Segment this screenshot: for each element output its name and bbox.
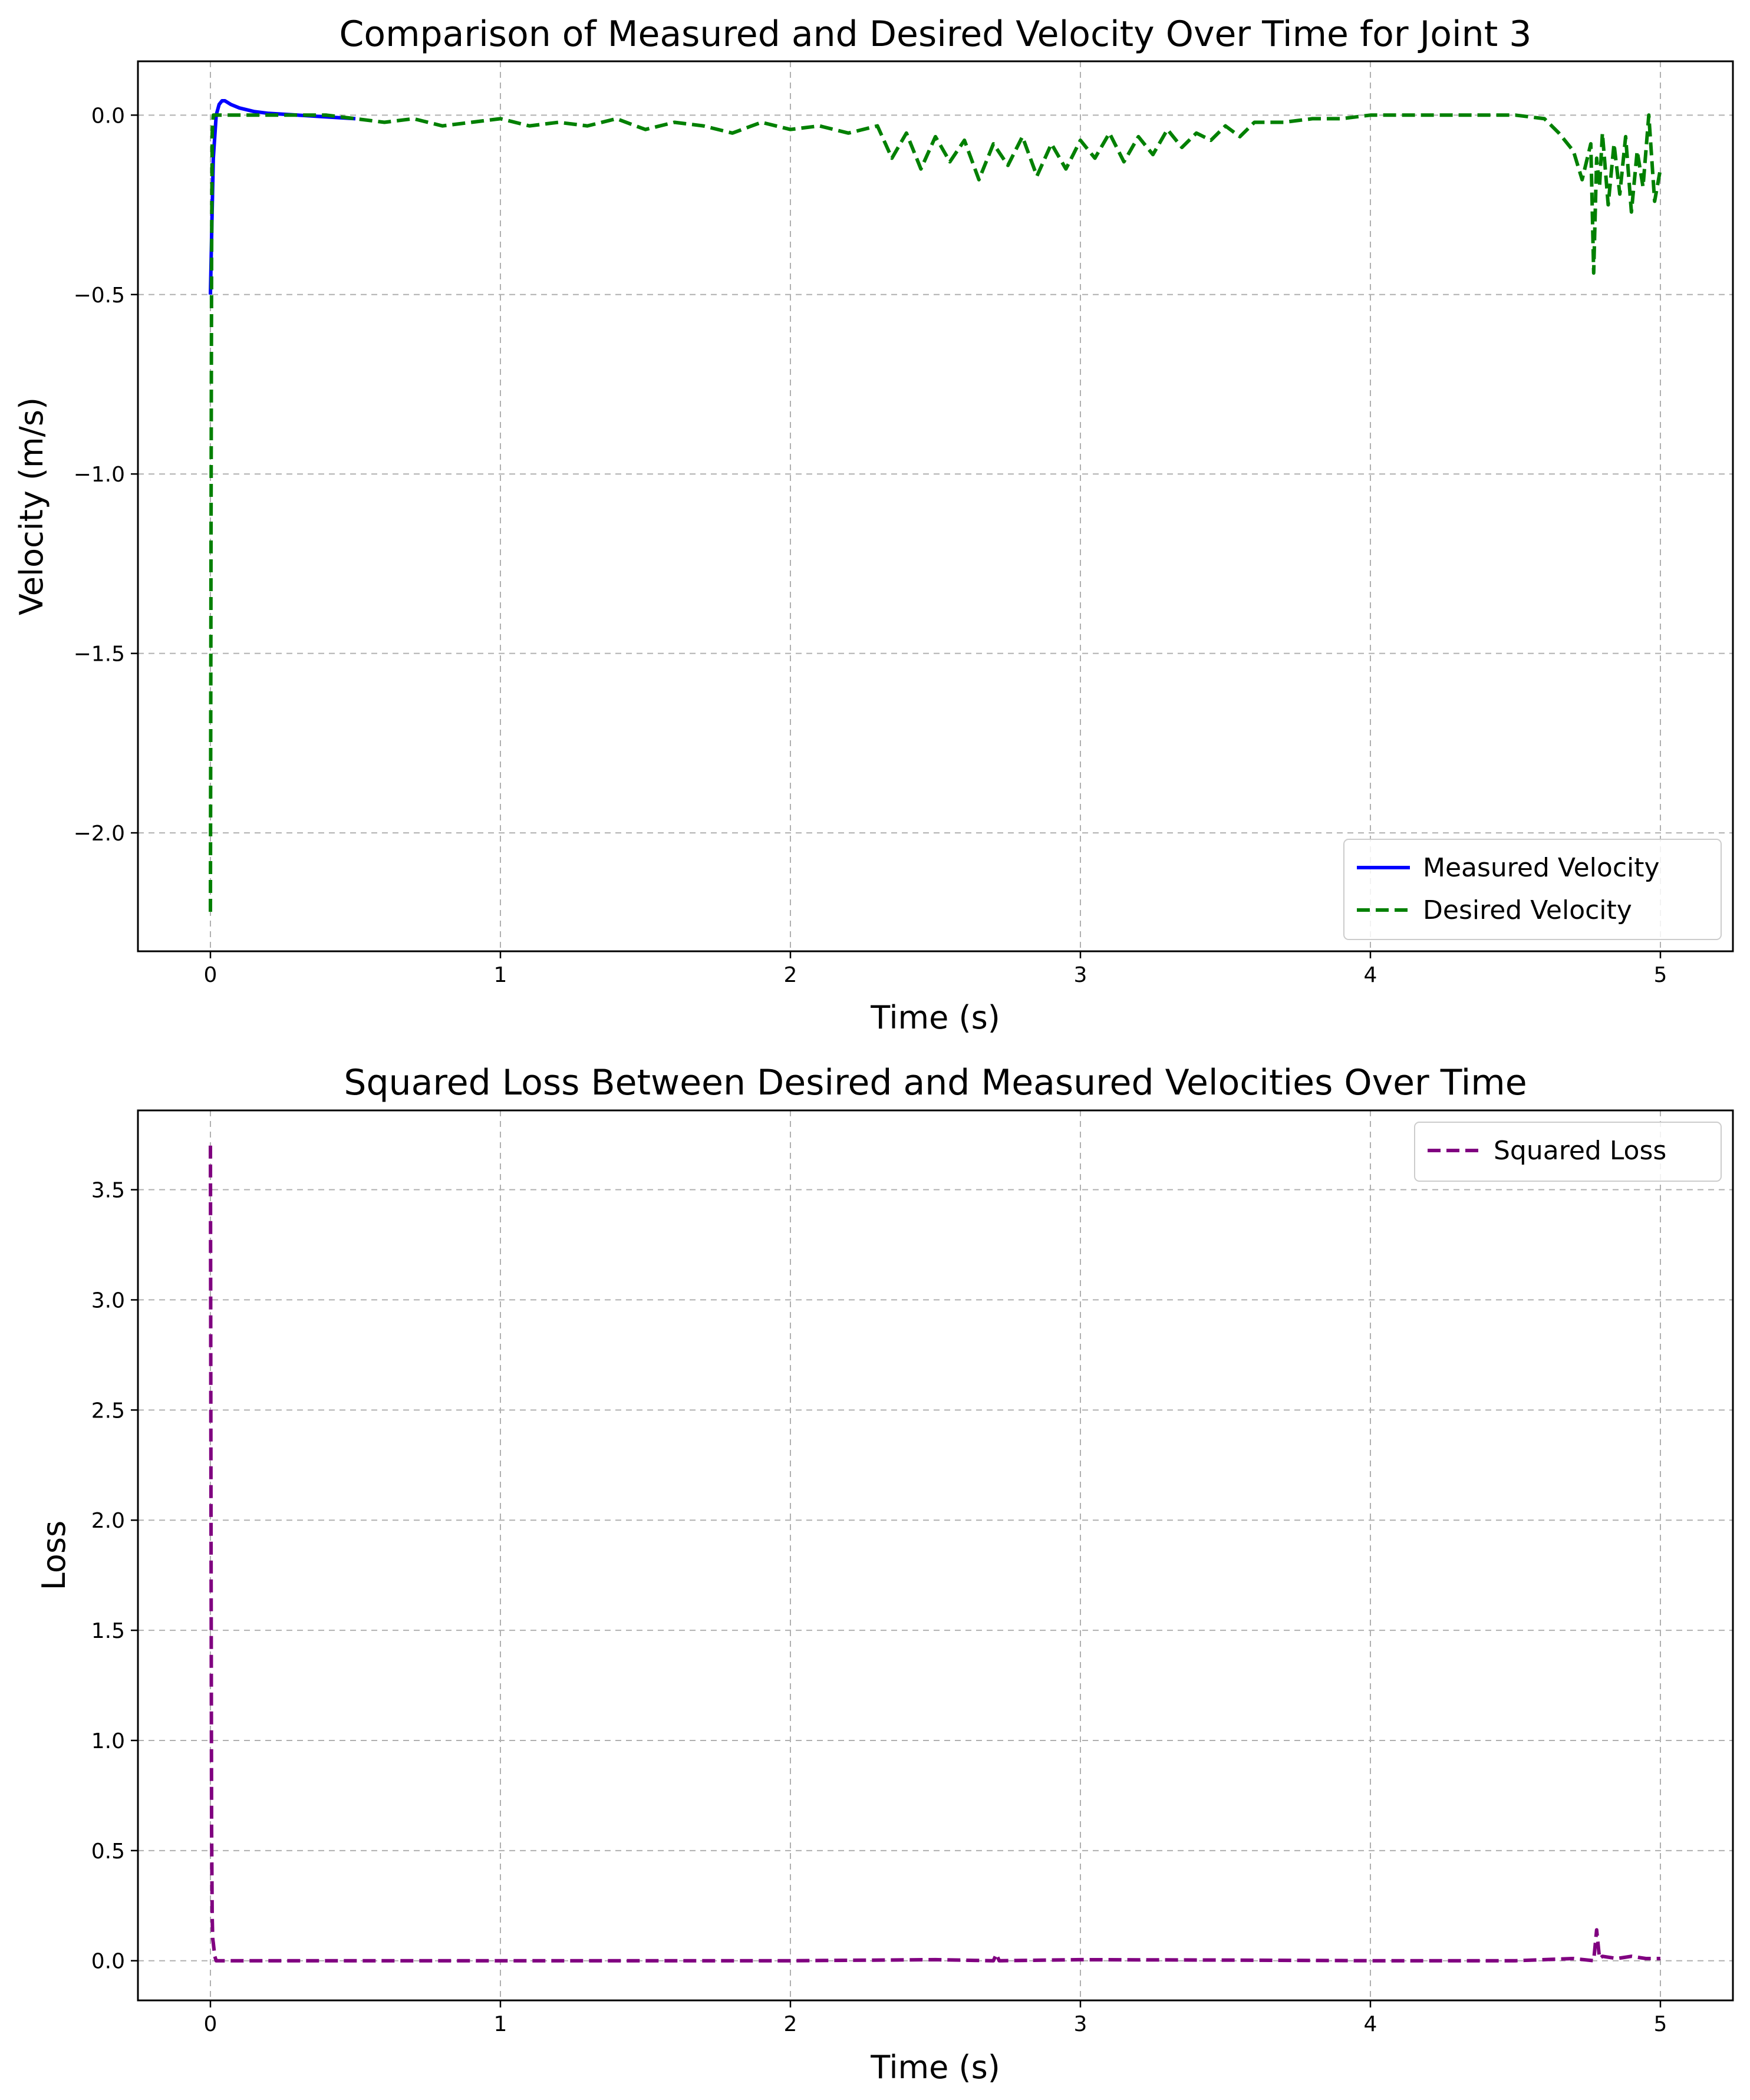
loss-chart-plot-frame <box>137 1109 1734 2002</box>
loss-chart-y-axis-label: Loss <box>35 1521 72 1590</box>
velocity-chart-y-tick-label: −1.0 <box>74 463 125 487</box>
velocity-chart-series-line-1 <box>209 113 1662 912</box>
loss-chart-y-tick-label: 0.5 <box>91 1839 125 1864</box>
velocity-chart-x-tick-label: 2 <box>784 963 797 987</box>
velocity-chart-legend: Measured Velocity Desired Velocity <box>1343 839 1722 940</box>
loss-chart-legend: Squared Loss <box>1414 1122 1722 1182</box>
loss-chart-y-tick-label: 3.0 <box>91 1288 125 1313</box>
loss-chart-x-axis-label: Time (s) <box>870 2049 1000 2086</box>
loss-chart-series-line-0 <box>209 1145 1660 1963</box>
loss-chart-y-tick-label: 2.5 <box>91 1399 125 1423</box>
velocity-chart-y-axis-label: Velocity (m/s) <box>13 397 50 615</box>
velocity-chart-y-tick-label: 0.0 <box>91 104 125 128</box>
velocity-chart-title: Comparison of Measured and Desired Veloc… <box>340 14 1532 55</box>
loss-chart: Squared Loss Between Desired and Measure… <box>35 1062 1734 2086</box>
velocity-chart-x-axis-label: Time (s) <box>870 999 1000 1036</box>
loss-chart-grid <box>138 1110 1733 2000</box>
velocity-chart: Comparison of Measured and Desired Veloc… <box>13 14 1734 1036</box>
velocity-chart-ticks: 0 1 2 3 4 5 0.0 −0.5 −1.0 −1.5 −2.0 <box>74 104 1667 987</box>
loss-chart-title: Squared Loss Between Desired and Measure… <box>344 1062 1527 1103</box>
loss-chart-x-tick-label: 4 <box>1364 2012 1377 2036</box>
velocity-chart-series <box>209 99 1662 912</box>
loss-chart-x-tick-label: 5 <box>1654 2012 1667 2036</box>
loss-chart-y-tick-label: 1.0 <box>91 1729 125 1753</box>
velocity-chart-x-tick-label: 5 <box>1654 963 1667 987</box>
velocity-chart-legend-box <box>1343 839 1722 940</box>
loss-chart-y-tick-label: 2.0 <box>91 1509 125 1533</box>
loss-chart-x-tick-label: 3 <box>1074 2012 1087 2036</box>
loss-chart-y-tick-label: 3.5 <box>91 1179 125 1203</box>
velocity-chart-legend-label-1: Desired Velocity <box>1423 895 1632 925</box>
velocity-chart-y-tick-label: −2.0 <box>74 822 125 846</box>
loss-chart-y-tick-label: 0.0 <box>91 1950 125 1974</box>
velocity-chart-x-tick-label: 0 <box>204 963 217 987</box>
loss-chart-series <box>209 1145 1660 1963</box>
loss-chart-y-tick-label: 1.5 <box>91 1619 125 1643</box>
velocity-chart-x-tick-label: 3 <box>1074 963 1087 987</box>
loss-chart-ticks: 0 1 2 3 4 5 0.0 0.5 1.0 1.5 2.0 2.5 3.0 3.5 <box>91 1179 1667 2036</box>
loss-chart-legend-box <box>1414 1122 1722 1182</box>
velocity-chart-legend-label-0: Measured Velocity <box>1423 853 1660 883</box>
velocity-chart-plot-frame <box>137 60 1734 952</box>
velocity-chart-x-tick-label: 4 <box>1364 963 1377 987</box>
loss-chart-x-tick-label: 1 <box>494 2012 507 2036</box>
loss-chart-x-tick-label: 0 <box>204 2012 217 2036</box>
loss-chart-x-tick-label: 2 <box>784 2012 797 2036</box>
velocity-chart-y-tick-label: −1.5 <box>74 642 125 667</box>
velocity-chart-y-tick-label: −0.5 <box>74 283 125 308</box>
velocity-chart-x-tick-label: 1 <box>494 963 507 987</box>
loss-chart-legend-label-0: Squared Loss <box>1494 1136 1666 1166</box>
